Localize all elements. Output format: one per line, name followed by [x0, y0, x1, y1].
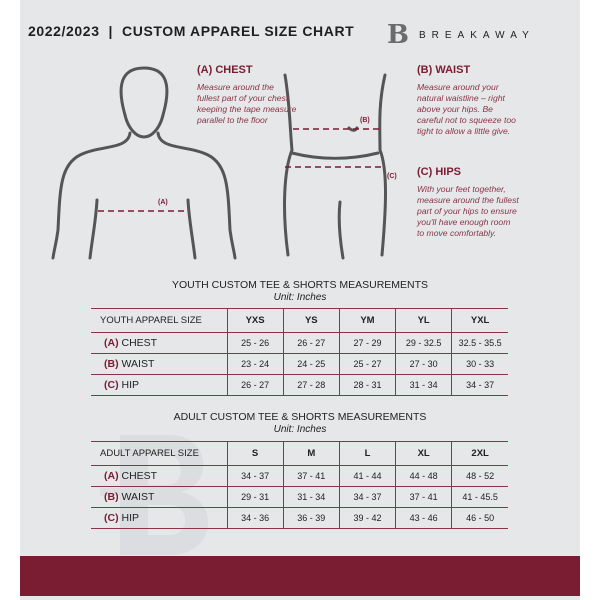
- row-label: (A) CHEST: [91, 465, 227, 487]
- adult-table-unit: Unit: Inches: [273, 424, 327, 435]
- table-cell: 27 - 29: [338, 332, 396, 354]
- table-cell: 34 - 37: [451, 374, 508, 396]
- chest-heading: (A) CHEST: [197, 64, 253, 76]
- logo-mark: B: [387, 20, 409, 50]
- adult-table-title: ADULT CUSTOM TEE & SHORTS MEASUREMENTS: [173, 411, 427, 423]
- row-label: (A) CHEST: [91, 332, 227, 354]
- row-code: (A): [104, 470, 119, 482]
- table-row: (B) WAIST 23 - 24 24 - 25 25 - 27 27 - 30 30 …: [91, 353, 508, 375]
- body-illustrations: [51, 66, 387, 260]
- table-cell: 24 - 25: [282, 353, 340, 375]
- chest-marker: (A): [158, 199, 168, 206]
- row-label: (C) HIP: [91, 374, 227, 396]
- waist-heading: (B) WAIST: [417, 64, 471, 76]
- table-cell: 44 - 48: [395, 465, 452, 487]
- table-cell: 31 - 34: [282, 486, 340, 508]
- row-label: (B) WAIST: [91, 353, 227, 375]
- row-code: (B): [104, 358, 119, 370]
- row-name: WAIST: [121, 358, 155, 370]
- table-cell: 27 - 28: [282, 374, 340, 396]
- youth-table-unit: Unit: Inches: [273, 292, 327, 303]
- table-row: (C) HIP 34 - 36 36 - 39 39 - 42 43 - 46 46 - …: [91, 507, 508, 529]
- row-name: WAIST: [121, 491, 155, 503]
- waist-description: Measure around your natural waistline – …: [417, 82, 516, 136]
- table-cell: 25 - 26: [226, 332, 284, 354]
- size-header: S: [226, 441, 284, 466]
- youth-table-title: YOUTH CUSTOM TEE & SHORTS MEASUREMENTS: [171, 279, 429, 291]
- size-header: YM: [338, 308, 396, 333]
- youth-size-table: YOUTH APPAREL SIZE YXS YS YM YL YXL (A) …: [91, 308, 508, 396]
- table-cell: 43 - 46: [395, 507, 452, 529]
- row-label: (B) WAIST: [91, 486, 227, 508]
- table-cell: 34 - 37: [226, 465, 284, 487]
- table-row: (C) HIP 26 - 27 27 - 28 28 - 31 31 - 34 34 - …: [91, 374, 508, 396]
- table-cell: 41 - 45.5: [451, 486, 508, 508]
- table-cell: 25 - 27: [338, 353, 396, 375]
- table-cell: 26 - 27: [282, 332, 340, 354]
- row-label: (C) HIP: [91, 507, 227, 529]
- table-cell: 34 - 37: [338, 486, 396, 508]
- size-chart-page: 2022/2023 | CUSTOM APPAREL SIZE CHART B …: [20, 0, 580, 600]
- size-header: YS: [282, 308, 340, 333]
- table-cell: 23 - 24: [226, 353, 284, 375]
- size-header: YL: [395, 308, 452, 333]
- table-cell: 27 - 30: [395, 353, 452, 375]
- row-name: HIP: [121, 379, 140, 391]
- table-cell: 30 - 33: [451, 353, 508, 375]
- size-header: L: [338, 441, 396, 466]
- hips-marker: (C): [387, 173, 397, 180]
- table-cell: 31 - 34: [395, 374, 452, 396]
- table-cell: 29 - 32.5: [395, 332, 452, 354]
- table-cell: 28 - 31: [338, 374, 396, 396]
- table-cell: 26 - 27: [226, 374, 284, 396]
- size-header: YXS: [226, 308, 284, 333]
- table-cell: 39 - 42: [338, 507, 396, 529]
- adult-size-table: ADULT APPAREL SIZE S M L XL 2XL (A) CHES…: [91, 441, 508, 529]
- upper-body-figure: [51, 66, 237, 260]
- row-name: CHEST: [121, 470, 158, 482]
- table-row: (B) WAIST 29 - 31 31 - 34 34 - 37 37 - 41 41 …: [91, 486, 508, 508]
- table-cell: 41 - 44: [338, 465, 396, 487]
- row-code: (B): [104, 491, 119, 503]
- chest-description: Measure around the fullest part of your …: [197, 82, 297, 125]
- page-title: 2022/2023 | CUSTOM APPAREL SIZE CHART: [28, 23, 355, 39]
- hips-description: With your feet together, measure around …: [417, 184, 519, 238]
- lower-body-figure: [283, 73, 387, 260]
- table-cell: 46 - 50: [451, 507, 508, 529]
- header-label: ADULT APPAREL SIZE: [91, 441, 227, 466]
- table-cell: 48 - 52: [451, 465, 508, 487]
- hips-heading: (C) HIPS: [417, 166, 461, 178]
- table-cell: 29 - 31: [226, 486, 284, 508]
- table-cell: 32.5 - 35.5: [451, 332, 508, 354]
- table-cell: 34 - 36: [226, 507, 284, 529]
- row-code: (C): [104, 512, 119, 524]
- logo-text: BREAKAWAY: [418, 29, 535, 41]
- size-header: M: [282, 441, 340, 466]
- row-name: CHEST: [121, 337, 158, 349]
- row-name: HIP: [121, 512, 140, 524]
- size-header: XL: [395, 441, 452, 466]
- table-cell: 37 - 41: [395, 486, 452, 508]
- table-row: (A) CHEST 25 - 26 26 - 27 27 - 29 29 - 32.5 3…: [91, 332, 508, 354]
- table-cell: 36 - 39: [282, 507, 340, 529]
- row-code: (A): [104, 337, 119, 349]
- brand-logo: B BREAKAWAY: [387, 20, 535, 50]
- table-cell: 37 - 41: [282, 465, 340, 487]
- size-header: YXL: [451, 308, 508, 333]
- table-row: (A) CHEST 34 - 37 37 - 41 41 - 44 44 - 48 48 …: [91, 465, 508, 487]
- table-header-row: YOUTH APPAREL SIZE YXS YS YM YL YXL: [91, 308, 508, 333]
- header-label: YOUTH APPAREL SIZE: [91, 308, 227, 333]
- footer-bar: [20, 556, 580, 596]
- waist-marker: (B): [360, 117, 370, 124]
- row-code: (C): [104, 379, 119, 391]
- table-header-row: ADULT APPAREL SIZE S M L XL 2XL: [91, 441, 508, 466]
- size-header: 2XL: [451, 441, 508, 466]
